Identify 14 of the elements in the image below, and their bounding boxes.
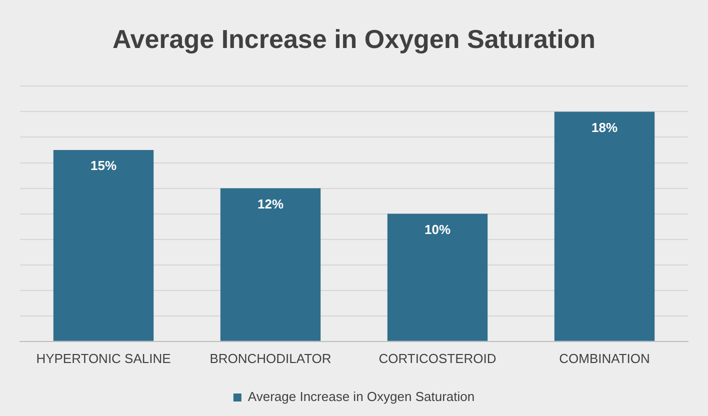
bar <box>53 150 154 341</box>
chart-title: Average Increase in Oxygen Saturation <box>112 24 596 54</box>
bar <box>220 188 321 341</box>
bar <box>554 112 655 341</box>
data-label: 18% <box>591 120 618 135</box>
bar <box>387 214 488 341</box>
x-tick-label: HYPERTONIC SALINE <box>36 350 172 366</box>
x-tick-label: COMBINATION <box>559 350 650 366</box>
data-label: 12% <box>257 196 284 212</box>
data-label: 15% <box>90 158 117 174</box>
legend-label: Average Increase in Oxygen Saturation <box>248 389 475 404</box>
data-label: 10% <box>424 222 451 237</box>
x-tick-label: BRONCHODILATOR <box>210 350 332 366</box>
x-tick-label: CORTICOSTEROID <box>378 350 496 366</box>
